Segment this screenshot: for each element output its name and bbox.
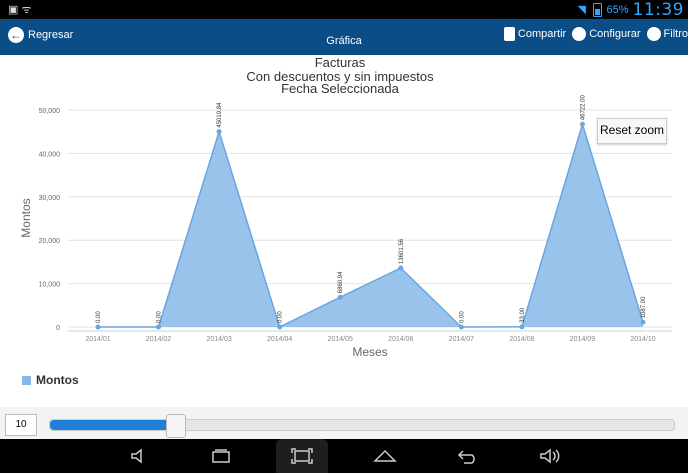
home-icon[interactable] [372, 447, 398, 465]
volume-up-icon[interactable] [537, 447, 563, 465]
data-label: 0.00 [96, 311, 102, 323]
y-tick-label: 30,000 [39, 195, 61, 202]
data-label: 0.00 [278, 311, 284, 323]
data-label: 33.00 [520, 307, 526, 323]
data-point [519, 324, 525, 330]
x-tick-label: 2014/08 [509, 336, 534, 343]
chart-subtitle-date: Fecha Seleccionada [281, 81, 399, 96]
action-buttons: Compartir Configurar Filtro [503, 27, 688, 41]
y-tick-label: 50,000 [39, 108, 61, 115]
nav-highlight [276, 439, 328, 473]
data-point [216, 129, 222, 135]
data-label: 0.00 [459, 311, 465, 323]
slider-handle[interactable] [166, 414, 186, 438]
share-button[interactable]: Compartir [503, 27, 567, 41]
slider-fill [50, 420, 174, 430]
data-point [95, 324, 101, 330]
data-label: 46722.00 [580, 95, 586, 121]
battery-icon [593, 2, 603, 17]
data-point [156, 324, 162, 330]
volume-down-icon[interactable] [126, 447, 152, 465]
y-tick-label: 10,000 [39, 282, 61, 289]
share-icon [503, 27, 515, 41]
page-title: Gráfica [326, 35, 362, 47]
data-label: 1087.00 [641, 296, 647, 318]
x-axis-title: Meses [352, 345, 387, 359]
settings-label: Configurar [589, 28, 641, 40]
x-tick-label: 2014/03 [206, 336, 231, 343]
area-chart[interactable]: 0 10,000 20,000 30,000 40,000 50,000 0.00 0.00 4… [0, 0, 688, 407]
legend-swatch [22, 375, 31, 385]
reset-zoom-button[interactable]: Reset zoom [597, 118, 667, 144]
y-axis-title: Montos [19, 198, 33, 237]
data-point [398, 265, 404, 271]
x-tick-label: 2014/09 [570, 336, 595, 343]
settings-button[interactable]: Configurar [572, 27, 641, 41]
legend-label: Montos [36, 373, 79, 387]
screenshot-icon[interactable] [289, 447, 315, 465]
legend-item-montos[interactable]: Montos [22, 373, 79, 387]
data-point [458, 324, 464, 330]
action-bar: ← Regresar Gráfica Compartir Configurar … [0, 19, 688, 55]
filter-icon [646, 27, 661, 41]
filter-button[interactable]: Filtro [646, 27, 688, 41]
slider-track[interactable] [49, 414, 675, 438]
back-label: Regresar [28, 29, 74, 41]
data-label: 0.00 [157, 311, 163, 323]
series-area-montos [98, 124, 643, 327]
back-icon[interactable] [455, 447, 481, 465]
data-point [579, 121, 585, 127]
chart-title: Facturas [314, 55, 366, 70]
status-bar: ▣ ᯤ ◥ 65% 11:39 [0, 0, 688, 20]
recent-apps-icon[interactable] [208, 447, 234, 465]
data-point [337, 294, 343, 300]
arrow-left-icon: ← [8, 27, 24, 43]
clock: 11:39 [632, 0, 684, 20]
back-button[interactable]: ← Regresar [8, 27, 73, 43]
system-nav-bar [0, 439, 688, 473]
x-tick-label: 2014/10 [630, 336, 655, 343]
battery-percent: 65% [606, 3, 629, 16]
slider-row: 10 [0, 407, 688, 439]
settings-icon [572, 27, 587, 41]
share-label: Compartir [517, 28, 567, 40]
data-label: 13601.56 [399, 238, 405, 264]
data-point [640, 319, 646, 325]
y-tick-label: 20,000 [39, 238, 61, 245]
wifi-icon: ◥ [577, 3, 586, 16]
filter-label: Filtro [663, 28, 688, 40]
data-label: 45019.84 [217, 102, 223, 128]
slider-value-input[interactable]: 10 [5, 414, 37, 436]
status-right: ◥ 65% 11:39 [577, 0, 684, 20]
notification-icons: ▣ ᯤ [8, 4, 32, 16]
x-tick-label: 2014/04 [267, 336, 292, 343]
x-tick-label: 2014/07 [449, 336, 474, 343]
chart-subtitle: Con descuentos y sin impuestos [246, 69, 434, 84]
data-point [277, 324, 283, 330]
y-tick-label: 40,000 [39, 151, 61, 158]
data-label: 6860.94 [338, 271, 344, 293]
series-line-montos [98, 121, 644, 329]
y-tick-label: 0 [56, 325, 60, 332]
x-tick-label: 2014/02 [146, 336, 171, 343]
x-tick-label: 2014/05 [328, 336, 353, 343]
x-tick-label: 2014/01 [85, 336, 110, 343]
x-tick-label: 2014/06 [388, 336, 413, 343]
